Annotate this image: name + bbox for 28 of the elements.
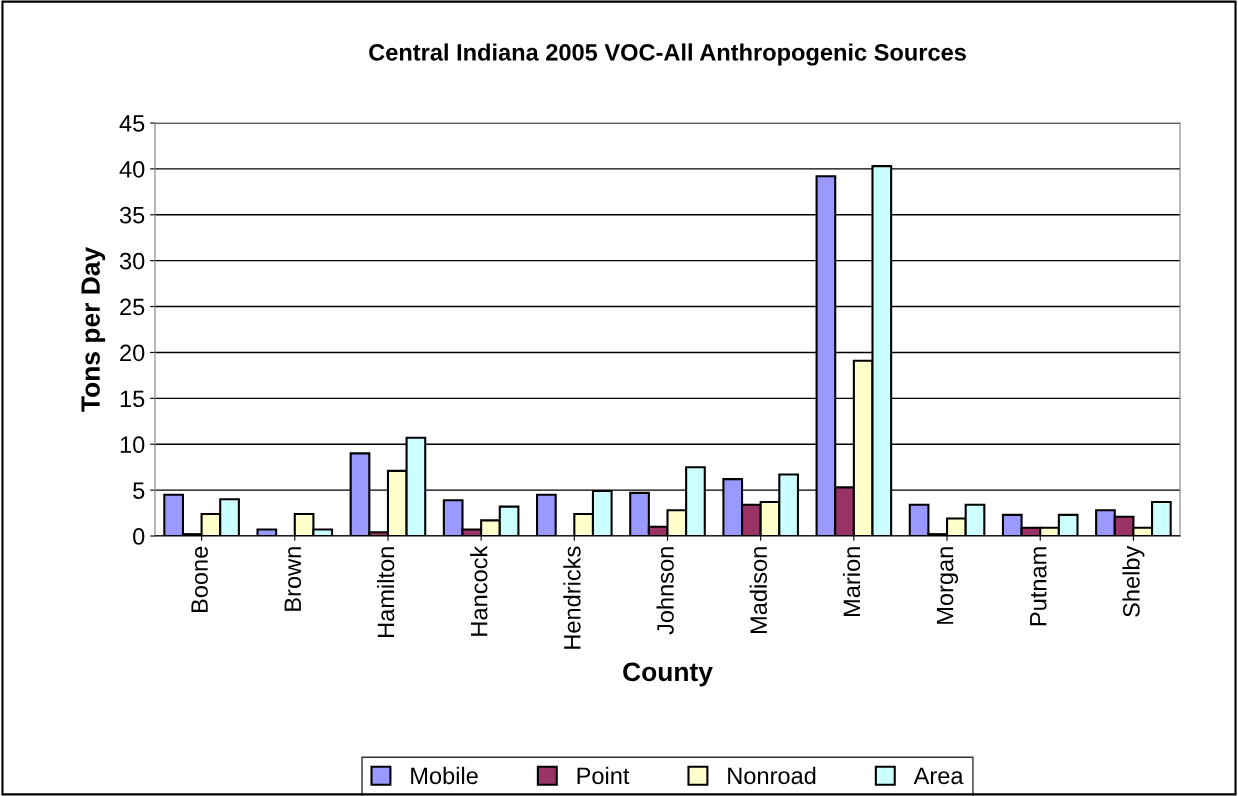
y-tick-label: 40 [119,160,145,178]
legend-label: Area [913,767,964,785]
legend-label: Nonroad [728,766,816,785]
y-tick-label: 15 [120,390,145,408]
x-tick-label: Hancock [470,545,488,636]
x-tick-label: Morgan [936,547,959,624]
y-tick-label: 0 [133,528,145,545]
y-tick-label: 45 [119,115,145,132]
y-tick-label: 10 [120,436,145,454]
x-tick-label: Shelby [1122,545,1145,617]
x-tick-label: Hamilton [376,547,395,637]
legend-label: Mobile [411,766,478,785]
x-tick-label: Hendricks [563,546,581,649]
y-tick-label: 25 [120,298,145,316]
x-axis-title: County [623,662,713,687]
x-tick-label: Putnam [1030,547,1047,626]
x-tick-label: Madison [749,547,768,634]
x-tick-label: Boone [191,546,208,613]
y-tick-label: 20 [120,344,145,362]
y-tick-label: 5 [133,482,145,499]
x-tick-label: Brown [284,547,302,611]
y-tick-label: 30 [119,252,145,270]
x-tick-label: Johnson [656,547,674,635]
chart-title: Central Indiana 2005 VOC-All Anthropogenic Sources [369,43,966,66]
x-tick-label: Marion [842,547,861,616]
y-axis-title: Tons per Day [81,247,106,412]
legend-label: Point [577,766,630,785]
y-tick-label: 35 [119,206,145,224]
